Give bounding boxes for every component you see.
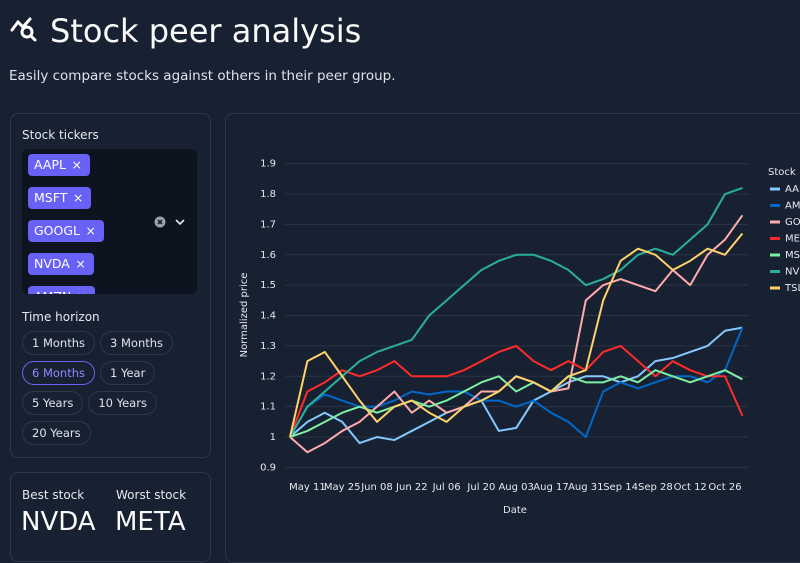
series-line [289,187,743,438]
y-tick-label: 1.4 [260,311,276,322]
x-tick-label: Jul 06 [432,482,461,493]
chart: Date Normalized price 0.9 1 1.1 1.2 1.3 1.4 1.… [239,159,800,516]
page-subtitle: Easily compare stocks against others in … [9,68,396,84]
ticker-chip[interactable]: NVDA [28,253,94,275]
x-tick-label: Sep 14 [603,482,638,493]
y-tick-label: 1.1 [260,402,276,413]
x-tick-label: Aug 17 [533,482,568,493]
legend-label: MSFT [785,250,800,261]
ticker-multiselect[interactable]: AAPL MSFT GOOGL NVDA AMZN [22,149,197,294]
series-line [289,327,744,439]
y-tick-label: 1.7 [260,219,276,230]
y-tick-label: 1.9 [260,159,276,170]
legend-label: GOOGL [785,217,800,228]
series-line [289,232,744,438]
page-title: Stock peer analysis [50,12,362,50]
y-tick-label: 1.3 [260,341,276,352]
x-tick-label: Jun 08 [360,482,393,493]
x-tick-label: Jun 22 [395,482,428,493]
ticker-chip[interactable]: MSFT [28,187,92,209]
x-tick-label: Aug 03 [498,482,533,493]
series-line [289,214,744,454]
x-tick-label: May 11 [289,482,326,493]
best-value: NVDA [21,507,96,537]
page: Stock peer analysis Easily compare stock… [0,0,800,544]
logo-icon [10,17,37,42]
x-tick-label: Oct 12 [674,482,707,493]
horizon-pill[interactable]: 10 Years [88,391,157,415]
horizon-pill[interactable]: 20 Years [22,421,91,445]
controls-panel [10,113,211,458]
horizon-pill[interactable]: 5 Years [22,391,84,415]
legend-label: TSLA [784,283,800,294]
legend-label: META [785,234,800,245]
x-tick-label: Oct 26 [708,482,741,493]
legend-title: Stock [768,167,796,178]
series-line [289,326,743,445]
worst-value: META [115,507,186,537]
horizon-pill[interactable]: 1 Months [22,331,96,355]
y-tick-label: 0.9 [260,462,276,473]
select-icons[interactable] [152,212,192,232]
ticker-chip[interactable]: AMZN [28,286,96,294]
legend-label: AMZN [785,201,800,212]
worst-label: Worst stock [116,488,187,502]
series-line [289,344,744,438]
horizon-pill[interactable]: 3 Months [100,331,174,355]
x-tick-label: Jul 20 [466,482,495,493]
x-axis-label: Date [503,505,527,516]
legend-label: AAPL [785,184,800,195]
horizon-pills: 1 Months 3 Months 6 Months 1 Year 5 Years 10 … [22,331,202,445]
ticker-chip[interactable]: GOOGL [28,220,105,242]
ticker-chip[interactable]: AAPL [28,154,90,176]
x-tick-label: May 25 [324,482,361,493]
y-tick-label: 1.6 [260,250,276,261]
y-tick-label: 1.8 [260,189,276,200]
horizon-pill[interactable]: 1 Year [100,361,156,385]
x-tick-label: Aug 31 [568,482,603,493]
tickers-label: Stock tickers [22,128,99,142]
x-tick-label: Sep 28 [638,482,673,493]
legend-label: NVDA [785,267,800,278]
best-label: Best stock [22,488,85,502]
y-axis-label: Normalized price [239,273,250,358]
horizon-pill[interactable]: 6 Months [22,361,96,385]
y-tick-label: 1.2 [260,371,276,382]
y-tick-label: 1.5 [260,280,276,291]
y-tick-label: 1 [270,432,276,443]
horizon-label: Time horizon [22,310,100,324]
